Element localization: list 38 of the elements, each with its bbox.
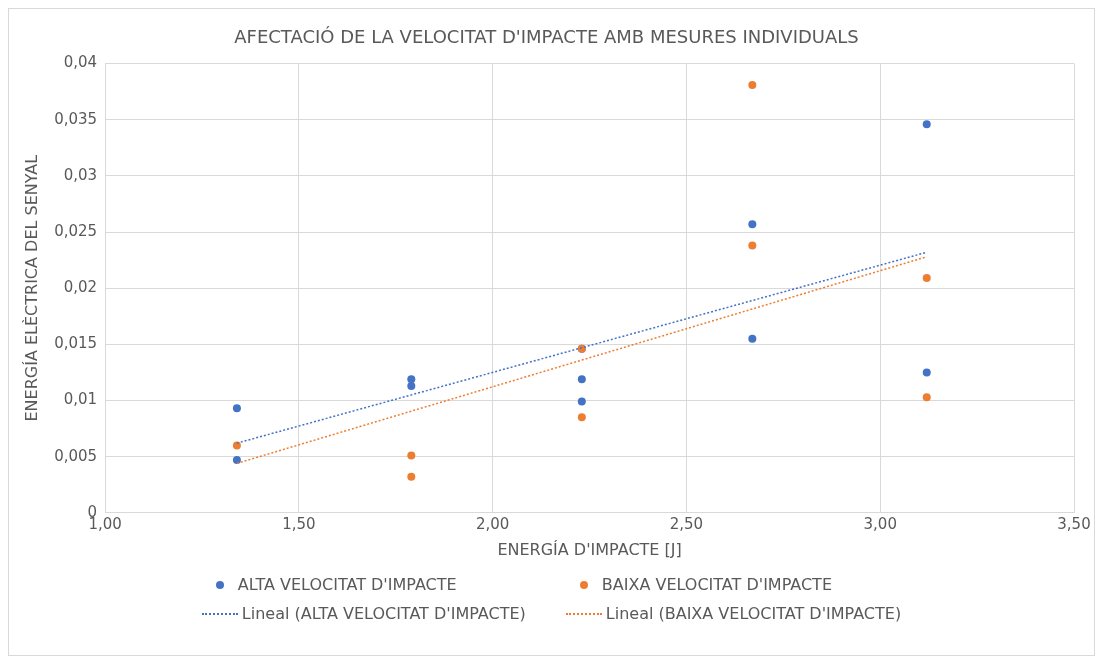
point — [748, 334, 757, 343]
y-tick-label: 0,03 — [63, 165, 98, 184]
x-tick-label: 2,00 — [475, 514, 510, 533]
y-tick-label: 0,02 — [63, 278, 98, 297]
y-axis-title: ENERGÍA ELÈCTRICA DEL SENYAL — [21, 154, 41, 422]
y-tick-label: 0,015 — [54, 334, 98, 353]
legend-label: Lineal (ALTA VELOCITAT D'IMPACTE) — [241, 604, 526, 623]
point — [232, 441, 241, 450]
y-tick-label: 0,025 — [54, 221, 98, 240]
x-tick-label: 1,50 — [282, 514, 316, 533]
point — [577, 375, 586, 384]
x-axis-title: ENERGÍA D'IMPACTE [J] — [497, 539, 682, 559]
point — [407, 375, 416, 384]
y-tick-label: 0,04 — [63, 53, 98, 72]
x-tick-label: 2,50 — [669, 514, 704, 533]
x-tick-label: 3,00 — [863, 514, 897, 533]
point — [407, 472, 416, 481]
point — [748, 80, 757, 89]
y-tick-label: 0,035 — [54, 109, 98, 128]
point — [748, 220, 757, 229]
legend-label: Lineal (BAIXA VELOCITAT D'IMPACTE) — [605, 604, 902, 623]
point — [407, 451, 416, 460]
chart-title: AFECTACIÓ DE LA VELOCITAT D'IMPACTE AMB MESURES INDIVIDUALS — [234, 26, 859, 48]
x-tick-label: 3,50 — [1057, 514, 1091, 533]
point — [922, 120, 931, 129]
point — [407, 381, 416, 390]
point — [577, 397, 586, 406]
point — [232, 404, 241, 413]
legend-label: BAIXA VELOCITAT D'IMPACTE — [601, 575, 832, 594]
point — [577, 413, 586, 422]
point — [922, 368, 931, 377]
point — [748, 241, 757, 250]
y-tick-label: 0,005 — [54, 446, 98, 465]
point — [922, 393, 931, 402]
y-tick-label: 0,01 — [63, 390, 98, 409]
legend-label: ALTA VELOCITAT D'IMPACTE — [237, 575, 457, 594]
point — [922, 274, 931, 283]
point — [232, 456, 241, 465]
